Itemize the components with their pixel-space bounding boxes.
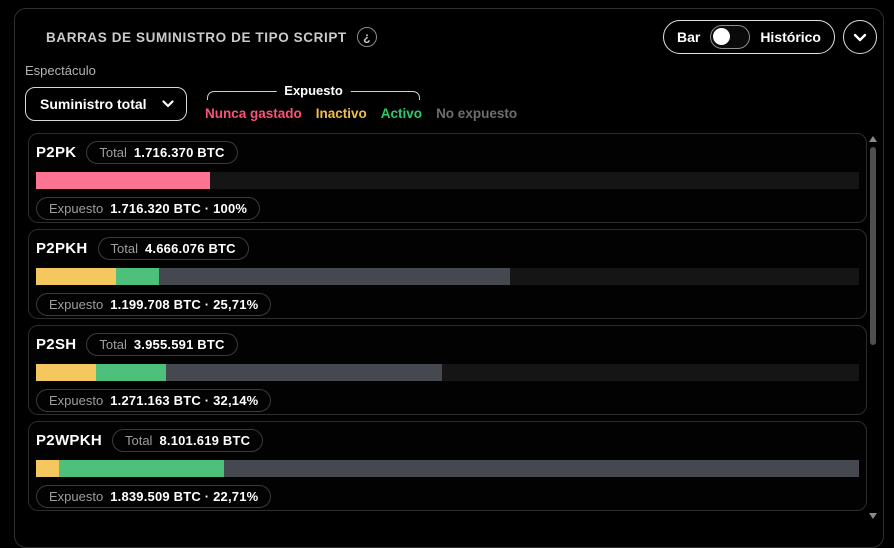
script-type-card: P2WPKH Total 8.101.619 BTC Expuesto 1.83…	[28, 421, 867, 511]
total-badge: Total 3.955.591 BTC	[86, 333, 238, 356]
exposed-legend: Expuesto Nunca gastado Inactivo Activo N…	[205, 83, 518, 121]
supply-bar	[36, 460, 859, 477]
supply-bar	[36, 172, 859, 189]
collapse-button[interactable]	[843, 20, 877, 54]
total-badge-label: Total	[99, 337, 127, 352]
bar-segment	[158, 268, 511, 285]
toggle-knob	[713, 28, 731, 45]
exposed-badge-value: 1.716.320 BTC · 100%	[110, 201, 248, 216]
script-type-card: P2PK Total 1.716.370 BTC Expuesto 1.716.…	[28, 133, 867, 223]
total-badge-label: Total	[110, 241, 138, 256]
bar-historic-toggle[interactable]: Bar Histórico	[662, 20, 835, 54]
script-type-card: P2SH Total 3.955.591 BTC Expuesto 1.271.…	[28, 325, 867, 415]
exposed-badge-label: Expuesto	[49, 201, 104, 216]
legend-bracketed-group: Expuesto Nunca gastado Inactivo Activo	[205, 83, 423, 121]
legend-bracket: Expuesto	[207, 83, 421, 100]
info-icon[interactable]: ¿	[356, 27, 377, 47]
supply-bar	[36, 364, 859, 381]
legend-item-not-exposed: No expuesto	[436, 106, 518, 121]
bar-segment	[115, 268, 159, 285]
exposed-badge: Expuesto 1.271.163 BTC · 32,14%	[36, 389, 272, 412]
toggle-left-label: Bar	[676, 29, 701, 45]
bar-segment	[59, 460, 225, 477]
exposed-badge-label: Expuesto	[49, 393, 104, 408]
exposed-badge-label: Expuesto	[49, 297, 104, 312]
script-type-name: P2SH	[36, 336, 77, 353]
exposed-badge: Expuesto 1.839.509 BTC · 22,71%	[36, 485, 272, 508]
scrollbar-down-arrow-icon[interactable]	[869, 513, 877, 519]
bar-segment	[36, 460, 60, 477]
total-badge: Total 8.101.619 BTC	[111, 429, 264, 452]
scrollbar[interactable]	[869, 133, 877, 525]
legend-item-never-spent: Nunca gastado	[205, 106, 302, 121]
show-label: Espectáculo	[25, 63, 96, 78]
exposed-badge: Expuesto 1.199.708 BTC · 25,71%	[36, 293, 272, 316]
bar-segment	[36, 268, 116, 285]
chevron-down-icon	[162, 100, 174, 108]
total-badge-value: 4.666.076 BTC	[145, 241, 236, 256]
exposed-badge-label: Expuesto	[49, 489, 104, 504]
total-badge-value: 3.955.591 BTC	[133, 337, 225, 352]
exposed-badge-value: 1.271.163 BTC · 32,14%	[110, 393, 259, 408]
bar-segment	[224, 460, 859, 477]
controls-row: Espectáculo Suministro total Expuesto Nu…	[25, 63, 873, 121]
scrollbar-thumb[interactable]	[870, 147, 876, 345]
exposed-badge: Expuesto 1.716.320 BTC · 100%	[36, 197, 261, 220]
script-type-card-list[interactable]: P2PK Total 1.716.370 BTC Expuesto 1.716.…	[28, 133, 877, 525]
scrollbar-up-arrow-icon[interactable]	[869, 136, 877, 142]
bar-segment	[36, 364, 97, 381]
script-type-name: P2WPKH	[36, 432, 102, 449]
total-badge-label: Total	[99, 145, 127, 160]
supply-bar	[36, 268, 859, 285]
toggle-right-label: Histórico	[760, 29, 821, 45]
legend-bracket-label: Expuesto	[276, 83, 351, 98]
bar-segment	[96, 364, 167, 381]
legend-item-inactive: Inactivo	[315, 106, 367, 121]
toggle-switch[interactable]	[710, 25, 751, 49]
supply-select-value: Suministro total	[40, 96, 147, 112]
exposed-badge-value: 1.199.708 BTC · 25,71%	[110, 297, 259, 312]
legend-item-active: Activo	[380, 106, 423, 121]
total-badge-value: 8.101.619 BTC	[159, 433, 251, 448]
script-type-name: P2PK	[36, 144, 77, 161]
script-type-card: P2PKH Total 4.666.076 BTC Expuesto 1.199…	[28, 229, 867, 319]
total-badge-value: 1.716.370 BTC	[133, 145, 225, 160]
script-type-name: P2PKH	[36, 240, 88, 257]
total-badge-label: Total	[124, 433, 153, 448]
bar-segment	[36, 172, 211, 189]
total-badge: Total 1.716.370 BTC	[86, 141, 238, 164]
supply-select[interactable]: Suministro total	[25, 87, 187, 121]
bar-segment	[166, 364, 442, 381]
total-badge: Total 4.666.076 BTC	[97, 237, 249, 260]
panel-header: BARRAS DE SUMINISTRO DE TIPO SCRIPT ¿ Ba…	[46, 20, 877, 54]
chevron-down-icon	[853, 33, 867, 42]
exposed-badge-value: 1.839.509 BTC · 22,71%	[110, 489, 259, 504]
panel-title: BARRAS DE SUMINISTRO DE TIPO SCRIPT	[46, 29, 347, 45]
script-supply-panel: BARRAS DE SUMINISTRO DE TIPO SCRIPT ¿ Ba…	[14, 8, 884, 548]
